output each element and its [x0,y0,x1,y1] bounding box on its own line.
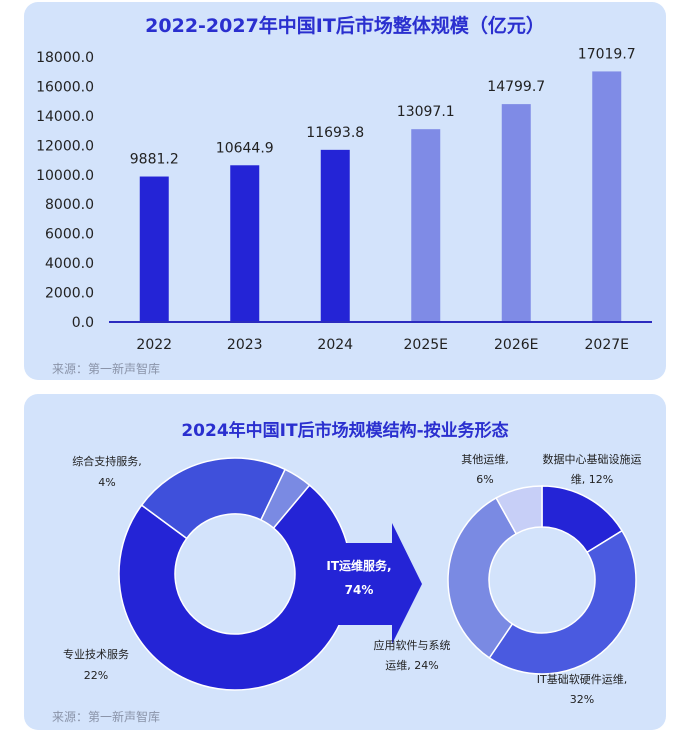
donut-slice-label: 运维, 24% [385,659,438,672]
donut-slice-label: 数据中心基础设施运 [543,452,642,466]
donut-slice-label: 其他运维, [461,453,509,466]
x-tick-label: 2022 [136,337,172,353]
donut-slice-label: IT基础软硬件运维, [537,672,627,686]
bar-chart-source: 来源：第一新声智库 [52,362,161,376]
donut-charts: IT运维服务, 74% 综合支持服务, 4% 专业技术服务 22% 数据中心基础设施运维, … [63,452,642,706]
bar-value-label: 17019.7 [578,46,636,62]
donut-slice [447,496,518,659]
bar [139,176,169,322]
x-tick-label: 2025E [404,337,448,353]
y-tick-label: 8000.0 [45,197,94,213]
donut-slice-label: 综合支持服务, [72,454,142,468]
bar-chart-title: 2022-2027年中国IT后市场整体规模（亿元） [145,15,545,37]
donut-chart-source: 来源：第一新声智库 [52,710,161,724]
donut-slice [488,529,637,675]
bar-value-label: 10644.9 [216,140,274,156]
y-tick-label: 2000.0 [45,286,94,302]
y-tick-label: 18000.0 [36,50,94,66]
y-tick-label: 10000.0 [36,168,94,184]
bar [411,129,441,322]
x-tick-label: 2024 [317,337,353,353]
donut-slice-label: 74% [345,583,374,597]
bar-value-label: 13097.1 [397,104,455,120]
donut-slice [118,484,352,691]
y-tick-label: 6000.0 [45,227,94,243]
bar [230,165,260,322]
donut-slice-label: 4% [98,476,115,489]
x-tick-label: 2023 [227,337,263,353]
y-tick-label: 12000.0 [36,138,94,154]
donut-slice-label: 6% [476,473,493,486]
arrow-shape [326,523,422,644]
donut-slice-label: IT运维服务, [326,558,391,573]
bar-value-label: 11693.8 [306,125,364,141]
y-tick-label: 16000.0 [36,79,94,95]
bar-chart-panel: 2022-2027年中国IT后市场整体规模（亿元） 18000.0 16000.0… [24,2,666,380]
donut-chart-panel: 2024年中国IT后市场规模结构-按业务形态 IT运维服务, 74% 综合支持服务,… [24,394,666,730]
y-tick-label: 14000.0 [36,109,94,125]
bar-value-label: 9881.2 [130,152,179,168]
x-tick-label: 2027E [585,337,629,353]
bar-value-label: 14799.7 [487,79,545,95]
donut-slice-label: 维, 12% [571,473,613,486]
donut-slice [495,485,543,535]
bar [501,104,531,322]
bar-chart: 18000.0 16000.0 14000.0 12000.0 10000.0 8000.… [36,46,652,353]
donut-slice [259,468,311,530]
donut-slice-label: 应用软件与系统 [374,638,451,652]
donut-slice-label: 32% [570,693,594,706]
donut-slice-label: 22% [84,669,108,682]
bar [592,71,622,323]
donut-chart-title: 2024年中国IT后市场规模结构-按业务形态 [181,421,509,441]
donut-slice-label: 专业技术服务 [63,647,129,661]
y-tick-label: 0.0 [72,315,94,331]
bar [320,149,350,322]
donut-slice [140,457,287,540]
y-tick-label: 4000.0 [45,256,94,272]
x-tick-label: 2026E [494,337,538,353]
